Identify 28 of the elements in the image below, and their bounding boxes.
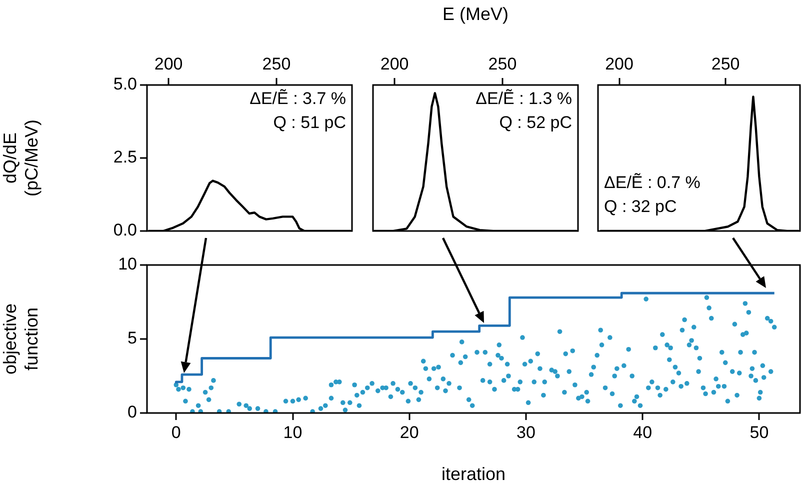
annotation: ΔE/Ẽ : 0.7 % — [604, 173, 700, 192]
x-tick-label: 250 — [711, 54, 740, 74]
y-axis-title: dQ/dE (pC/MeV) — [0, 119, 42, 197]
annotation: ΔE/Ẽ : 1.3 % — [476, 89, 572, 108]
y-tick-label: 0.0 — [113, 220, 137, 240]
y-tick-label: 0 — [128, 402, 137, 422]
annotation: ΔE/Ẽ : 3.7 % — [250, 89, 346, 108]
y-tick-label: 10 — [118, 254, 137, 274]
annotation: Q : 51 pC — [273, 113, 346, 132]
annotation: Q : 32 pC — [604, 197, 677, 216]
y-axis-title: objective function — [0, 303, 42, 375]
x-tick-label: 50 — [750, 422, 769, 442]
x-tick-label: 200 — [380, 54, 409, 74]
x-tick-label: 250 — [262, 54, 291, 74]
x-tick-label: 0 — [171, 422, 181, 442]
x-axis-title: E (MeV) — [442, 4, 509, 24]
x-tick-label: 250 — [488, 54, 517, 74]
x-tick-label: 200 — [605, 54, 634, 74]
x-tick-label: 200 — [154, 54, 183, 74]
x-tick-label: 40 — [633, 422, 652, 442]
y-tick-label: 2.5 — [113, 148, 137, 167]
y-tick-label: 5 — [128, 328, 137, 348]
x-tick-label: 30 — [516, 422, 536, 442]
annotation: Q : 52 pC — [499, 113, 572, 132]
x-axis-title: iteration — [441, 464, 506, 484]
x-tick-label: 20 — [400, 422, 419, 442]
y-tick-label: 5.0 — [113, 74, 137, 94]
x-tick-label: 10 — [283, 422, 302, 442]
